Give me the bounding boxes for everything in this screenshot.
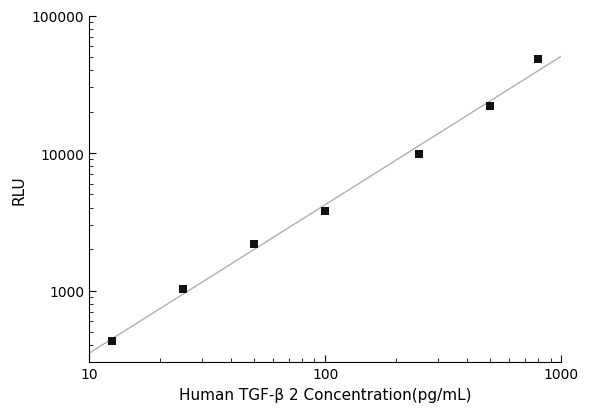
Point	[414, 152, 424, 158]
Point	[250, 241, 259, 247]
Point	[534, 57, 543, 64]
Point	[486, 103, 495, 110]
Y-axis label: RLU: RLU	[11, 175, 26, 204]
X-axis label: Human TGF-β 2 Concentration(pg/mL): Human TGF-β 2 Concentration(pg/mL)	[179, 387, 471, 402]
Point	[107, 338, 117, 344]
Point	[178, 286, 188, 292]
Point	[320, 208, 330, 215]
